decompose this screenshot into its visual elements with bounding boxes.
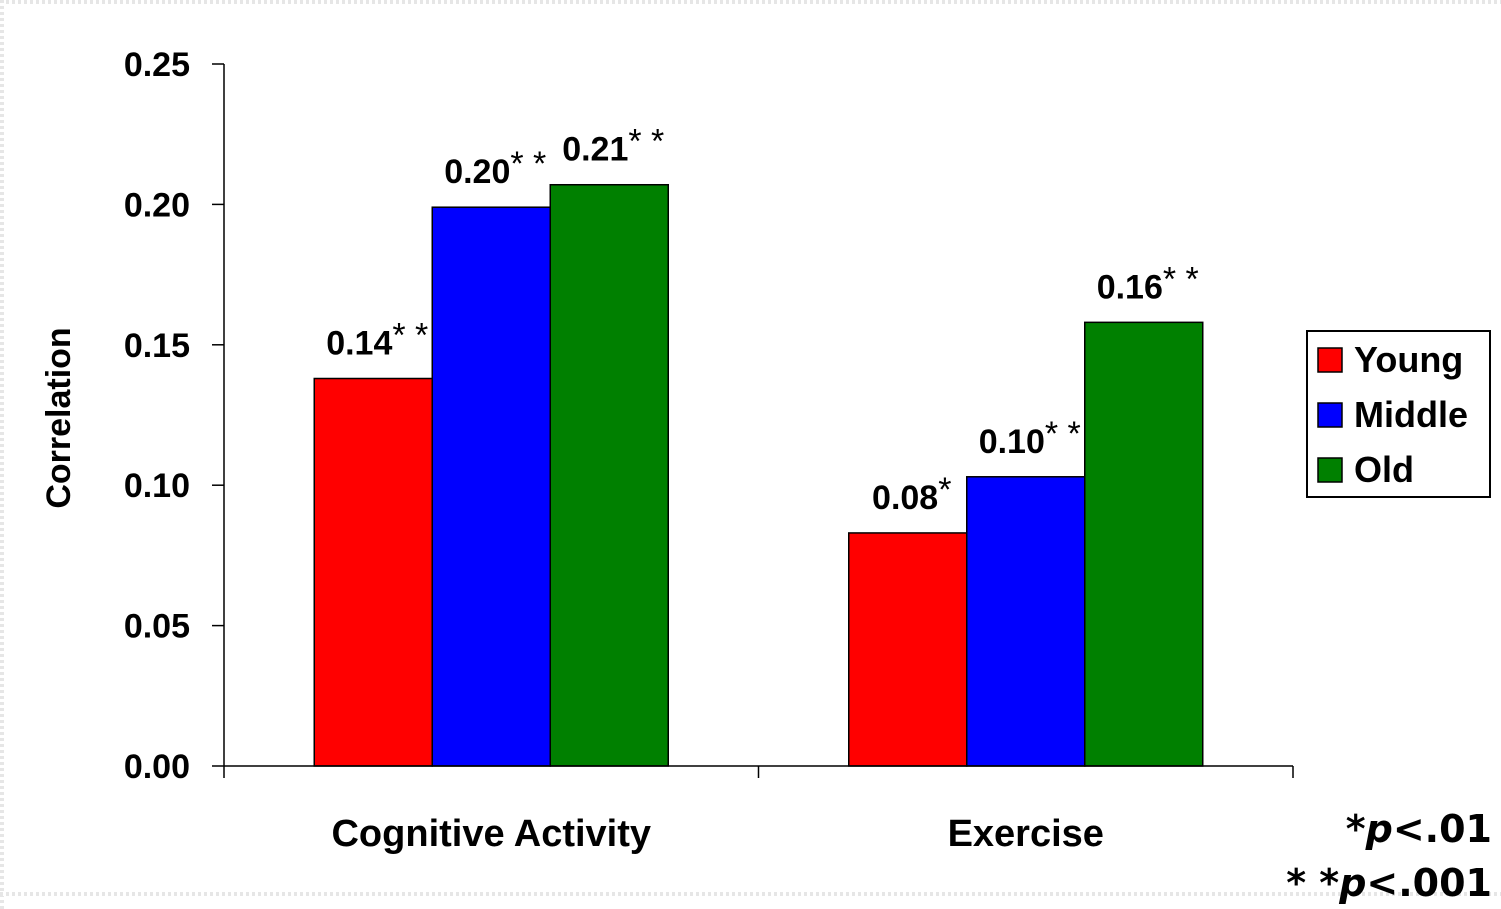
x-ticks-group: Cognitive Activity Exercise xyxy=(224,766,1293,855)
x-category-label: Exercise xyxy=(948,813,1104,855)
y-ticks-group: 0.00 0.05 0.10 0.15 0.20 0.25 xyxy=(124,46,224,786)
x-category-label: Cognitive Activity xyxy=(331,813,651,855)
bar-old xyxy=(1085,322,1203,766)
legend-swatch-middle xyxy=(1318,403,1342,427)
data-label: 0.08* xyxy=(872,471,951,517)
bar-old xyxy=(550,185,668,766)
y-tick-label: 0.20 xyxy=(124,186,190,224)
bar-young xyxy=(849,533,967,766)
significance-footnote: * *p<.001 xyxy=(1286,861,1492,905)
y-tick-label: 0.15 xyxy=(124,327,190,365)
y-tick-label: 0.25 xyxy=(124,46,190,84)
significance-notes: *p<.01 * *p<.001 xyxy=(1286,807,1492,905)
data-label: 0.20* * xyxy=(444,145,546,191)
data-label: 0.10* * xyxy=(979,415,1081,461)
y-tick-label: 0.05 xyxy=(124,608,190,646)
y-tick-label: 0.10 xyxy=(124,467,190,505)
legend-swatch-old xyxy=(1318,458,1342,482)
legend-label-old: Old xyxy=(1354,449,1414,490)
significance-footnote: *p<.01 xyxy=(1346,807,1492,851)
bar-middle xyxy=(967,477,1085,766)
bar-middle xyxy=(432,207,550,766)
legend: Young Middle Old xyxy=(1307,331,1490,497)
y-axis-label: Correlation xyxy=(40,327,78,508)
legend-label-middle: Middle xyxy=(1354,394,1468,435)
bar-young xyxy=(314,378,432,766)
legend-label-young: Young xyxy=(1354,339,1463,380)
data-label: 0.21* * xyxy=(562,123,664,169)
bars-group xyxy=(314,185,1203,766)
y-tick-label: 0.00 xyxy=(124,748,190,786)
legend-swatch-young xyxy=(1318,348,1342,372)
data-label: 0.14* * xyxy=(326,316,428,362)
data-label: 0.16* * xyxy=(1097,260,1199,306)
